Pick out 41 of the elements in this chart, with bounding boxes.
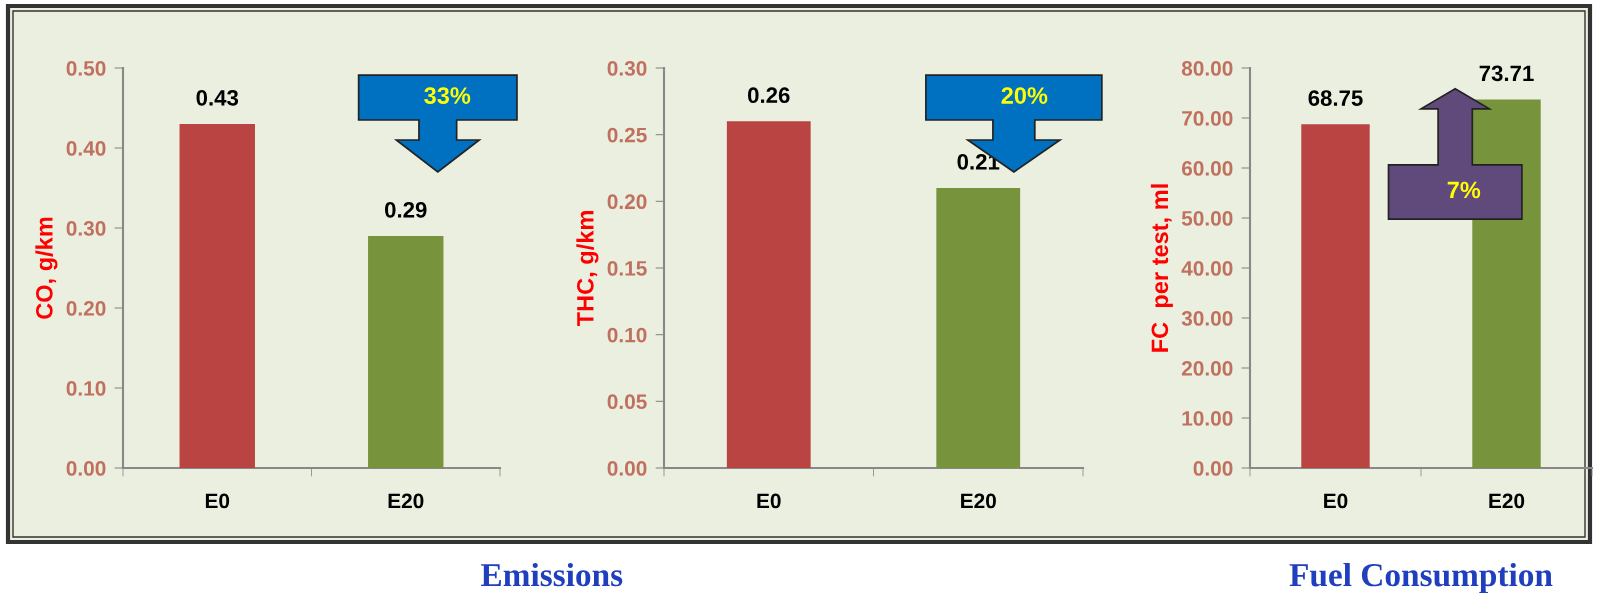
y-tick-label: 0.20 — [66, 301, 106, 316]
y-tick-label: 0.20 — [607, 194, 647, 210]
y-tick-label: 0.00 — [607, 461, 647, 476]
data-label: 0.26 — [748, 87, 790, 104]
x-tick-label: E0 — [757, 493, 781, 509]
y-tick-label: 0.30 — [607, 61, 647, 76]
y-tick-label: 50.00 — [1181, 211, 1233, 226]
y-tick-label: 30.00 — [1181, 311, 1233, 326]
y-axis-title: FC per test, ml — [1150, 184, 1173, 352]
y-tick-label: 20.00 — [1181, 361, 1233, 376]
y-axis-title: CO, g/km — [35, 217, 58, 319]
y-tick-label: 0.15 — [607, 261, 647, 276]
y-tick-label: 0.25 — [607, 127, 647, 143]
x-tick-label: E0 — [205, 493, 230, 509]
data-label: 0.43 — [196, 89, 239, 106]
x-tick-label: E20 — [961, 493, 996, 509]
x-tick-label: E20 — [1489, 493, 1525, 509]
data-label: 68.75 — [1308, 90, 1363, 106]
y-tick-label: 10.00 — [1182, 411, 1233, 426]
y-tick-label: 0.00 — [1193, 461, 1233, 476]
y-tick-label: 0.10 — [66, 381, 106, 396]
y-tick-label: 0.30 — [66, 221, 106, 236]
y-axis-title: THC, g/km — [576, 211, 599, 327]
y-tick-label: 70.00 — [1182, 111, 1233, 126]
data-label: 0.29 — [385, 201, 427, 218]
y-tick-label: 0.50 — [66, 61, 106, 76]
y-tick-label: 0.05 — [607, 394, 647, 410]
annotation: 33% — [424, 87, 471, 104]
data-label: 73.71 — [1479, 65, 1534, 82]
y-tick-label: 0.10 — [607, 327, 647, 343]
x-tick-label: E0 — [1324, 493, 1348, 509]
text: Emissions — [481, 562, 623, 587]
y-tick-label: 0.40 — [66, 141, 106, 156]
annotation: 7% — [1447, 181, 1481, 199]
y-tick-label: 60.00 — [1181, 161, 1233, 176]
annotation: 20% — [1001, 87, 1048, 104]
x-tick-label: E20 — [388, 493, 424, 509]
text: Fuel Consumption — [1289, 562, 1553, 594]
y-tick-label: 0.00 — [66, 461, 106, 476]
y-tick-label: 80.00 — [1181, 61, 1233, 76]
y-tick-label: 40.00 — [1181, 261, 1233, 276]
